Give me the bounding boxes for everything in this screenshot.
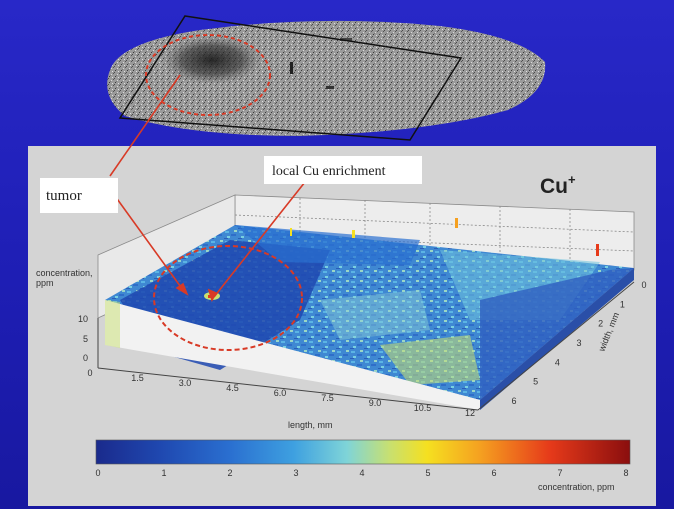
x-axis-tick: 4.5: [226, 383, 239, 393]
colorbar-ticks: 0 1 2 3 4 5 6 7 8: [95, 468, 628, 478]
z-axis-label-line2: ppm: [36, 278, 54, 288]
scan-selection-frame: [118, 15, 463, 141]
x-axis-ticks: 0 1.5 3.0 4.5 6.0 7.5 9.0 10.5 12: [87, 368, 475, 418]
z-axis-ticks: 10 5 0: [78, 314, 88, 363]
ion-charge: +: [568, 172, 576, 187]
colorbar-tick: 3: [293, 468, 298, 478]
tumor-label: tumor: [46, 188, 82, 204]
colorbar-tick: 2: [227, 468, 232, 478]
colorbar-tick: 8: [623, 468, 628, 478]
x-axis-tick: 0: [87, 368, 92, 378]
colorbar-tick: 0: [95, 468, 100, 478]
x-axis-tick: 3.0: [179, 378, 192, 388]
ion-label: Cu+: [540, 172, 576, 198]
tissue-scan-image: [107, 20, 546, 136]
x-axis-tick: 9.0: [369, 398, 382, 408]
plot-axes: [97, 281, 635, 411]
tumor-label-box: [40, 178, 118, 213]
colorbar-tick: 7: [557, 468, 562, 478]
ion-symbol: Cu: [540, 175, 568, 198]
colorbar-tick: 5: [425, 468, 430, 478]
z-axis-label-line1: concentration,: [36, 268, 93, 278]
y-axis-tick: 6: [511, 396, 516, 406]
tumor-region-ellipse: [153, 245, 303, 351]
y-axis-tick: 1: [620, 299, 625, 309]
colorbar-tick: 1: [161, 468, 166, 478]
z-axis-tick: 5: [83, 334, 88, 344]
colorbar-label: concentration, ppm: [538, 482, 615, 492]
colorbar-tick: 4: [359, 468, 364, 478]
y-axis-tick: 0: [641, 280, 646, 290]
x-axis-label: length, mm: [288, 420, 333, 430]
x-axis-tick: 12: [465, 408, 475, 418]
colorbar: [95, 439, 631, 465]
x-axis-tick: 1.5: [131, 373, 144, 383]
x-axis-tick: 10.5: [414, 403, 432, 413]
x-axis-tick: 7.5: [321, 393, 334, 403]
y-axis-tick: 4: [555, 357, 560, 367]
y-axis-ticks: 0 1 2 3 4 5 6: [511, 280, 646, 406]
z-axis-tick: 10: [78, 314, 88, 324]
colorbar-tick: 6: [491, 468, 496, 478]
y-axis-tick: 5: [533, 377, 538, 387]
tumor-region-marker: [145, 34, 271, 116]
enrichment-label: local Cu enrichment: [272, 164, 386, 179]
z-axis-tick: 0: [83, 353, 88, 363]
y-axis-tick: 3: [576, 338, 581, 348]
x-axis-tick: 6.0: [274, 388, 287, 398]
annotation-arrows: [109, 74, 306, 303]
enrichment-label-box: [264, 156, 422, 184]
y-axis-tick: 2: [598, 319, 603, 329]
